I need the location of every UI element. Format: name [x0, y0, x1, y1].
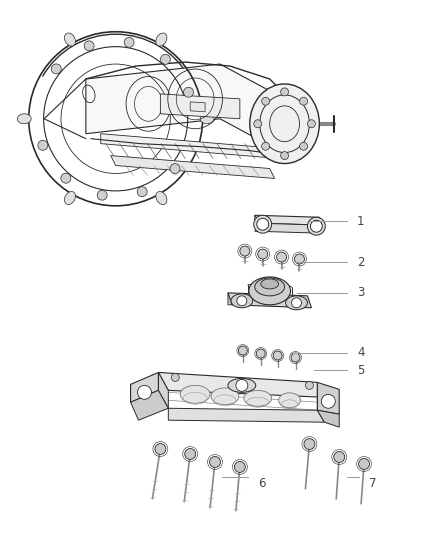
Ellipse shape [255, 278, 285, 296]
Ellipse shape [254, 215, 272, 233]
Circle shape [281, 151, 289, 159]
Ellipse shape [228, 378, 256, 392]
Circle shape [307, 120, 315, 128]
Circle shape [256, 349, 265, 358]
Ellipse shape [156, 191, 167, 205]
Circle shape [277, 252, 286, 262]
Circle shape [281, 88, 289, 96]
Ellipse shape [200, 114, 214, 124]
Polygon shape [159, 373, 168, 408]
Circle shape [51, 64, 61, 74]
Polygon shape [228, 293, 311, 308]
Ellipse shape [307, 217, 325, 235]
Circle shape [240, 246, 250, 256]
Circle shape [261, 97, 269, 105]
Polygon shape [131, 390, 168, 420]
Polygon shape [159, 373, 324, 397]
Polygon shape [318, 382, 324, 422]
Polygon shape [190, 102, 205, 112]
Polygon shape [160, 94, 240, 119]
Ellipse shape [249, 277, 290, 305]
Circle shape [294, 254, 304, 264]
Circle shape [334, 451, 345, 463]
Polygon shape [255, 223, 324, 233]
Circle shape [236, 379, 248, 391]
Circle shape [254, 120, 262, 128]
Circle shape [305, 382, 314, 389]
Circle shape [311, 220, 322, 232]
Ellipse shape [64, 33, 75, 46]
Ellipse shape [180, 385, 210, 403]
Ellipse shape [279, 393, 300, 408]
Polygon shape [255, 215, 324, 225]
Text: 4: 4 [357, 346, 364, 359]
Ellipse shape [261, 279, 279, 289]
Circle shape [234, 462, 245, 472]
Polygon shape [228, 293, 232, 305]
Polygon shape [318, 382, 339, 414]
Circle shape [300, 142, 307, 150]
Circle shape [300, 97, 307, 105]
Circle shape [237, 296, 247, 306]
Circle shape [124, 37, 134, 47]
Polygon shape [255, 215, 260, 223]
Circle shape [273, 351, 282, 360]
Circle shape [238, 346, 247, 355]
Circle shape [97, 190, 107, 200]
Polygon shape [86, 64, 285, 154]
Text: 7: 7 [369, 478, 377, 490]
Text: 6: 6 [258, 478, 265, 490]
Ellipse shape [17, 114, 31, 124]
Circle shape [359, 458, 370, 470]
Circle shape [321, 394, 335, 408]
Circle shape [38, 140, 48, 150]
Circle shape [155, 443, 166, 455]
Ellipse shape [286, 296, 307, 310]
Circle shape [170, 164, 180, 174]
Polygon shape [168, 408, 324, 422]
Ellipse shape [64, 191, 75, 205]
Ellipse shape [250, 84, 319, 164]
Ellipse shape [156, 33, 167, 46]
Ellipse shape [231, 294, 253, 308]
Polygon shape [131, 373, 159, 402]
Ellipse shape [244, 390, 272, 406]
Circle shape [61, 173, 71, 183]
Circle shape [291, 353, 300, 362]
Polygon shape [111, 156, 275, 179]
Ellipse shape [211, 388, 239, 405]
Circle shape [304, 439, 315, 449]
Circle shape [137, 187, 147, 197]
Circle shape [171, 374, 179, 382]
Text: 5: 5 [357, 364, 364, 377]
Circle shape [184, 87, 194, 97]
Polygon shape [101, 134, 279, 158]
Circle shape [84, 41, 94, 51]
Circle shape [261, 142, 269, 150]
Text: 2: 2 [357, 255, 364, 269]
Circle shape [185, 449, 196, 459]
Circle shape [258, 249, 268, 259]
Text: 3: 3 [357, 286, 364, 300]
Circle shape [257, 218, 268, 230]
Text: 1: 1 [357, 215, 364, 228]
Circle shape [292, 298, 301, 308]
Circle shape [209, 456, 220, 467]
Polygon shape [318, 410, 339, 427]
Circle shape [138, 385, 152, 399]
Circle shape [160, 54, 170, 64]
